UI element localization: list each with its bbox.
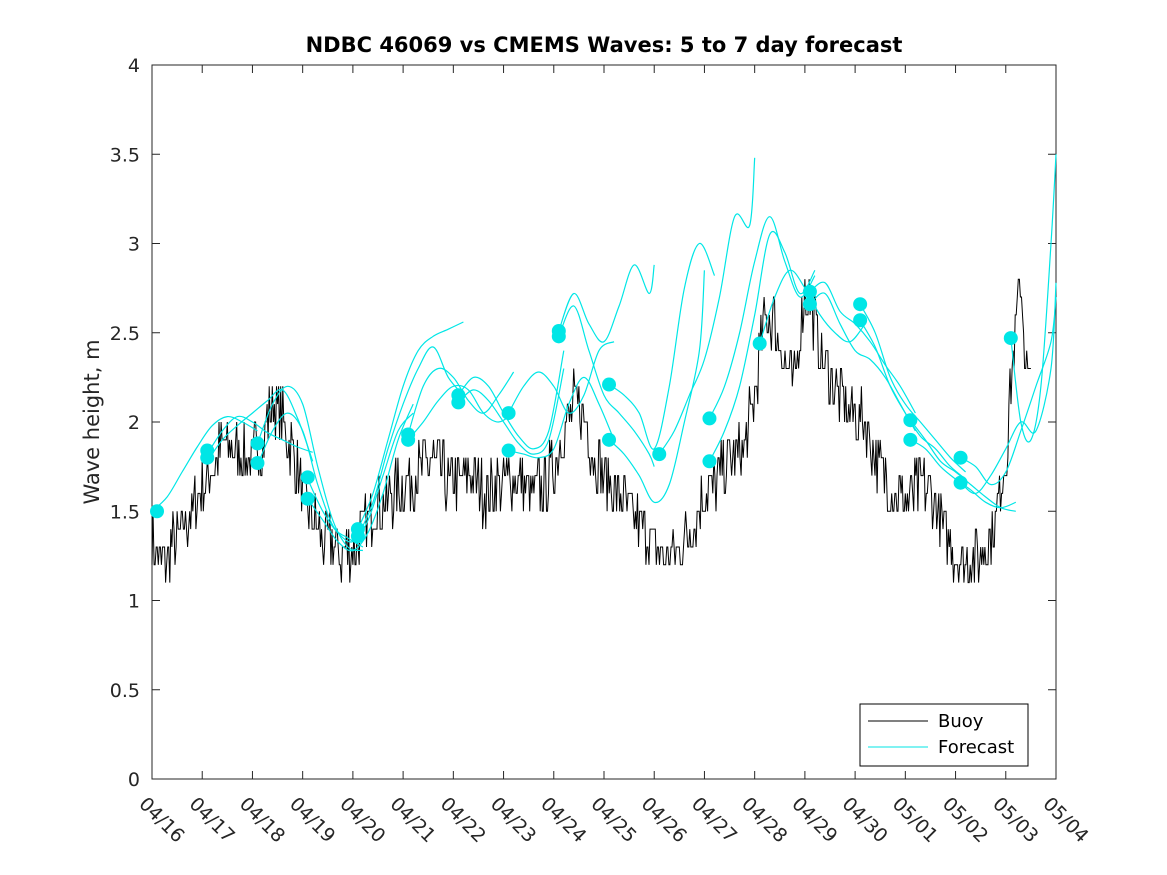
y-tick-label: 4 xyxy=(128,55,140,77)
forecast-line xyxy=(151,415,258,512)
forecast-marker xyxy=(200,450,215,465)
forecast-marker xyxy=(602,377,617,392)
forecast-marker xyxy=(501,406,516,421)
forecast-line xyxy=(859,303,967,473)
buoy-line xyxy=(151,278,1031,584)
forecast-line xyxy=(809,281,916,414)
forecast-marker xyxy=(903,432,918,447)
forecast-line xyxy=(206,415,313,455)
y-tick-label: 1 xyxy=(128,591,140,613)
forecast-line xyxy=(457,350,565,450)
forecast-series xyxy=(151,154,1057,552)
forecast-line xyxy=(708,231,816,462)
forecast-line xyxy=(457,368,565,455)
forecast-marker xyxy=(802,284,817,299)
forecast-line xyxy=(708,216,816,419)
forecast-line xyxy=(558,305,655,467)
legend-buoy-label: Buoy xyxy=(938,711,984,732)
forecast-marker xyxy=(953,475,968,490)
forecast-line xyxy=(307,403,414,552)
y-tick-label: 2.5 xyxy=(110,323,140,345)
forecast-marker xyxy=(300,470,315,485)
forecast-marker xyxy=(903,413,918,428)
y-tick-label: 3.5 xyxy=(110,144,140,166)
forecast-marker xyxy=(702,454,717,469)
forecast-marker xyxy=(451,395,466,410)
buoy-series xyxy=(151,278,1031,584)
forecast-line xyxy=(960,296,1057,486)
forecast-marker xyxy=(702,411,717,426)
y-axis-label: Wave height, m xyxy=(80,339,104,504)
forecast-marker xyxy=(853,297,868,312)
forecast-marker xyxy=(802,297,817,312)
forecast-line xyxy=(1010,154,1057,443)
forecast-line xyxy=(256,385,364,552)
forecast-line xyxy=(558,264,655,343)
forecast-marker xyxy=(752,336,767,351)
legend: Buoy Forecast xyxy=(859,703,1029,767)
forecast-marker xyxy=(853,313,868,328)
forecast-marker xyxy=(501,443,516,458)
forecast-marker xyxy=(953,450,968,465)
forecast-line xyxy=(658,157,756,455)
y-tick-label: 2 xyxy=(128,412,140,434)
forecast-marker xyxy=(602,432,617,447)
forecast-line xyxy=(960,282,1057,495)
forecast-line xyxy=(206,388,314,462)
forecast-marker xyxy=(1003,331,1018,346)
y-tick-label: 3 xyxy=(128,234,140,256)
forecast-line xyxy=(508,376,615,459)
forecast-markers xyxy=(150,284,1018,544)
forecast-line xyxy=(357,346,464,537)
forecast-line xyxy=(508,341,615,414)
forecast-line xyxy=(608,270,705,504)
forecast-marker xyxy=(551,329,566,344)
forecast-marker xyxy=(652,447,667,462)
forecast-marker xyxy=(350,529,365,544)
legend-box xyxy=(859,703,1029,767)
forecast-marker xyxy=(300,491,315,506)
y-tick-label: 1.5 xyxy=(110,501,140,523)
chart-title: NDBC 46069 vs CMEMS Waves: 5 to 7 day fo… xyxy=(306,33,903,57)
y-tick-label: 0.5 xyxy=(110,680,140,702)
y-tick-label: 0 xyxy=(128,769,140,791)
forecast-line xyxy=(357,321,464,530)
forecast-line xyxy=(407,384,514,441)
forecast-marker xyxy=(250,436,265,451)
forecast-marker xyxy=(401,432,416,447)
forecast-marker xyxy=(250,456,265,471)
legend-forecast-label: Forecast xyxy=(938,737,1014,758)
forecast-line xyxy=(256,412,364,548)
forecast-line xyxy=(608,242,716,450)
forecast-marker xyxy=(150,504,165,519)
